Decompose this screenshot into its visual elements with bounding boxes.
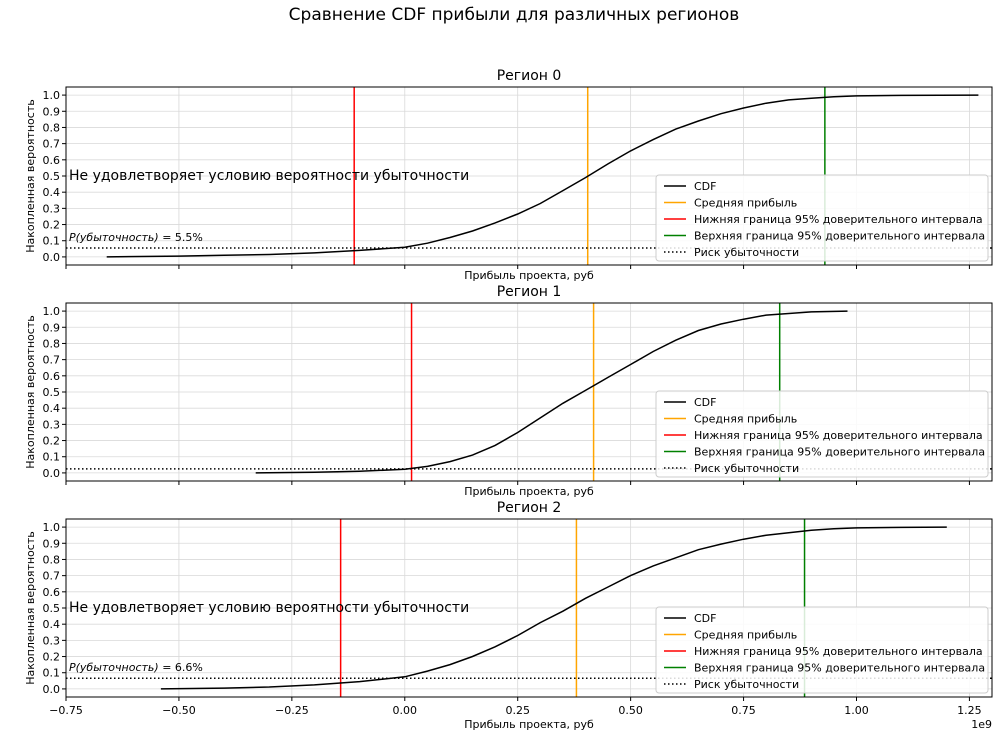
y-tick-label: 1.0: [43, 89, 61, 102]
y-tick-label: 1.0: [43, 521, 61, 534]
x-axis-label: Прибыль проекта, руб: [464, 485, 594, 498]
y-tick-label: 0.5: [43, 602, 61, 615]
figure-title: Сравнение CDF прибыли для различных реги…: [289, 5, 740, 25]
x-axis-label: Прибыль проекта, руб: [464, 718, 594, 731]
legend-label-cdf: CDF: [694, 612, 716, 625]
x-tick-label: 0.50: [618, 704, 643, 717]
y-tick-label: 0.7: [43, 570, 61, 583]
y-tick-label: 0.9: [43, 321, 61, 334]
y-tick-label: 0.1: [43, 667, 61, 680]
legend: CDF Средняя прибыль Нижняя граница 95% дов…: [655, 606, 989, 694]
panel-region-2: 0.0 0.1 0.2 0.3 0.4 0.5 0.6 0.7 0.8 0.9 1.0 −0.75 −0…: [24, 500, 993, 731]
y-tick-label: 0.6: [43, 154, 61, 167]
y-tick-label: 0.7: [43, 138, 61, 151]
y-tick-label: 1.0: [43, 305, 61, 318]
y-tick-label: 0.2: [43, 219, 61, 232]
y-tick-label: 0.5: [43, 386, 61, 399]
risk-probability-prefix: P(убыточность): [69, 661, 159, 674]
x-tick-label: 0.00: [393, 704, 418, 717]
y-tick-label: 0.9: [43, 105, 61, 118]
y-axis-label: Накопленная вероятность: [24, 315, 37, 468]
legend-label-upper: Верхняя граница 95% доверительного интер…: [694, 230, 985, 243]
risk-note: Не удовлетворяет условию вероятности убы…: [69, 600, 469, 616]
y-tick-label: 0.2: [43, 435, 61, 448]
y-tick-label: 0.9: [43, 537, 61, 550]
cdf-line: [106, 94, 979, 258]
legend-label-lower: Нижняя граница 95% доверительного интерв…: [694, 213, 983, 226]
legend-label-risk: Риск убыточности: [694, 246, 799, 259]
y-tick-label: 0.8: [43, 553, 61, 566]
y-tick-label: 0.3: [43, 418, 61, 431]
risk-note: Не удовлетворяет условию вероятности убы…: [69, 168, 469, 184]
y-tick-label: 0.3: [43, 634, 61, 647]
legend-label-upper: Верхняя граница 95% доверительного интер…: [694, 662, 985, 675]
y-tick-label: 0.3: [43, 202, 61, 215]
x-tick-label: 1.25: [957, 704, 982, 717]
legend: CDF Средняя прибыль Нижняя граница 95% дов…: [655, 174, 989, 262]
x-tick-label: 0.75: [731, 704, 756, 717]
legend-label-risk: Риск убыточности: [694, 462, 799, 475]
cdf-line: [160, 526, 947, 690]
y-tick-label: 0.7: [43, 354, 61, 367]
risk-probability-label: P(убыточность) = 5.5%: [69, 231, 203, 244]
legend-label-mean: Средняя прибыль: [694, 629, 797, 642]
risk-probability-prefix: P(убыточность): [69, 231, 159, 244]
panel-region-1: 0.0 0.1 0.2 0.3 0.4 0.5 0.6 0.7 0.8 0.9 1.0 Регион …: [24, 284, 993, 498]
risk-probability-value: = 6.6%: [159, 661, 203, 674]
legend-box: [655, 606, 989, 694]
x-tick-label: −0.75: [49, 704, 83, 717]
legend: CDF Средняя прибыль Нижняя граница 95% дов…: [655, 390, 989, 478]
legend-label-cdf: CDF: [694, 396, 716, 409]
y-tick-label: 0.6: [43, 586, 61, 599]
legend-label-mean: Средняя прибыль: [694, 413, 797, 426]
y-tick-label: 0.0: [43, 683, 61, 696]
y-axis-label: Накопленная вероятность: [24, 99, 37, 252]
legend-label-mean: Средняя прибыль: [694, 197, 797, 210]
legend-box: [655, 174, 989, 262]
panel-title: Регион 2: [497, 500, 562, 516]
x-tick-label: 1.00: [844, 704, 869, 717]
cdf-line: [255, 310, 848, 474]
x-tick-label: −0.50: [162, 704, 196, 717]
x-axis-label: Прибыль проекта, руб: [464, 269, 594, 282]
panel-title: Регион 0: [497, 68, 562, 84]
y-tick-label: 0.2: [43, 651, 61, 664]
risk-probability-label: P(убыточность) = 6.6%: [69, 661, 203, 674]
y-tick-label: 0.8: [43, 337, 61, 350]
x-tick-label: 0.25: [505, 704, 530, 717]
y-tick-label: 0.8: [43, 121, 61, 134]
y-tick-label: 0.4: [43, 186, 61, 199]
y-tick-label: 0.6: [43, 370, 61, 383]
y-tick-label: 0.0: [43, 251, 61, 264]
y-tick-label: 0.0: [43, 467, 61, 480]
legend-box: [655, 390, 989, 478]
x-tick-label: −0.25: [275, 704, 309, 717]
y-tick-label: 0.1: [43, 451, 61, 464]
legend-label-cdf: CDF: [694, 180, 716, 193]
y-tick-label: 0.5: [43, 170, 61, 183]
y-tick-label: 0.4: [43, 402, 61, 415]
legend-label-risk: Риск убыточности: [694, 678, 799, 691]
y-tick-label: 0.1: [43, 235, 61, 248]
legend-label-lower: Нижняя граница 95% доверительного интерв…: [694, 429, 983, 442]
risk-probability-value: = 5.5%: [159, 231, 203, 244]
y-tick-label: 0.4: [43, 618, 61, 631]
panel-region-0: 0.0 0.1 0.2 0.3 0.4 0.5 0.6 0.7 0.8 0.9 1.0 Регион …: [24, 68, 993, 282]
panel-title: Регион 1: [497, 284, 562, 300]
legend-label-upper: Верхняя граница 95% доверительного интер…: [694, 446, 985, 459]
chart-panels: 0.0 0.1 0.2 0.3 0.4 0.5 0.6 0.7 0.8 0.9 1.0 Регион …: [24, 68, 993, 731]
y-axis-label: Накопленная вероятность: [24, 531, 37, 684]
x-offset-text: 1e9: [971, 718, 992, 731]
legend-label-lower: Нижняя граница 95% доверительного интерв…: [694, 645, 983, 658]
